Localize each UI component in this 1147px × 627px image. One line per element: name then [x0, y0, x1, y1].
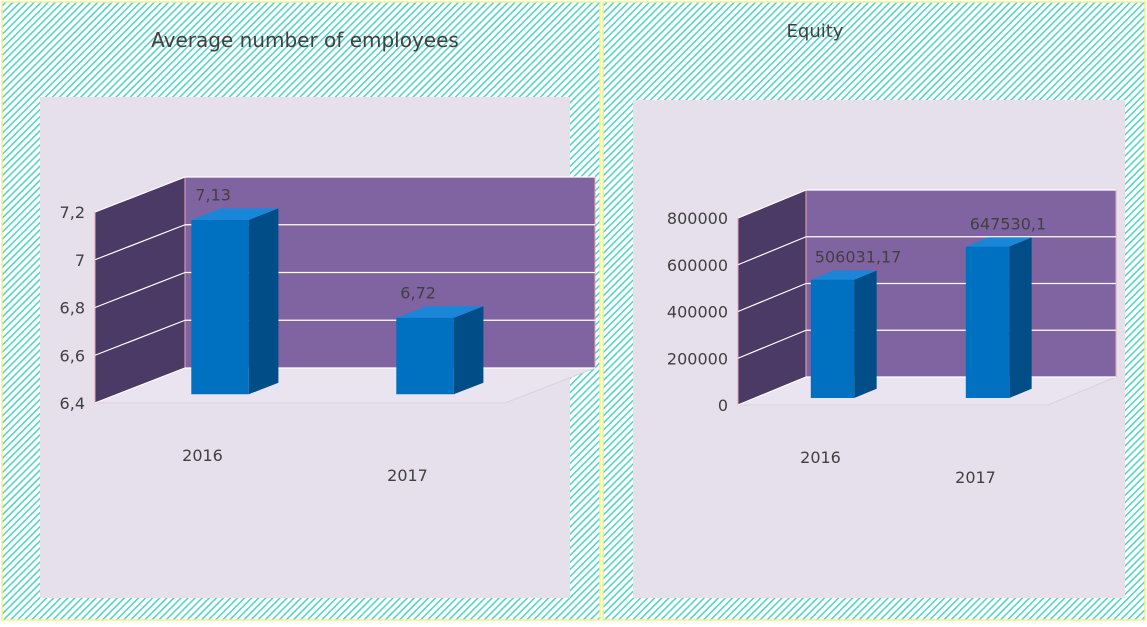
y-tick-label: 7,2: [60, 203, 85, 222]
bar: [191, 219, 249, 395]
chart-title: Average number of employees: [151, 28, 459, 52]
y-tick-label: 6,6: [60, 346, 85, 365]
grid-line: [94, 319, 186, 356]
y-tick-label: 0: [718, 396, 728, 415]
grid-line: [737, 376, 807, 406]
grid-line: [737, 236, 807, 266]
bar: [396, 317, 454, 395]
bar: [810, 279, 855, 398]
bar-top: [965, 237, 1032, 247]
x-tick-label: 2017: [955, 468, 996, 487]
chart-title: Equity: [787, 21, 844, 42]
bar-top: [396, 306, 484, 318]
x-tick-label: 2017: [387, 466, 428, 485]
data-label: 7,13: [195, 185, 231, 204]
y-tick-label: 6,4: [60, 394, 85, 413]
y-tick-label: 6,8: [60, 299, 85, 318]
y-tick-label: 400000: [667, 303, 728, 322]
bar-top: [191, 208, 279, 220]
bar-side: [854, 270, 877, 398]
bar: [965, 246, 1010, 398]
grid-line: [94, 271, 186, 309]
grid-line: [94, 176, 186, 213]
data-label: 506031,17: [815, 247, 902, 266]
bar-side: [1009, 237, 1032, 398]
grid-line: [94, 367, 186, 404]
x-tick-label: 2016: [182, 446, 223, 465]
x-tick-label: 2016: [800, 448, 841, 467]
data-label: 647530,1: [970, 214, 1046, 233]
grid-line: [737, 282, 807, 313]
y-tick-label: 600000: [667, 256, 728, 275]
bar-top: [810, 270, 877, 280]
y-tick-label: 200000: [667, 349, 728, 368]
grid-line: [737, 329, 807, 359]
y-tick-label: 7: [75, 251, 85, 270]
bar-side: [248, 208, 279, 395]
grid-line: [737, 189, 807, 219]
grid-line: [94, 224, 186, 261]
y-tick-label: 800000: [667, 209, 728, 228]
data-label: 6,72: [400, 283, 436, 302]
bar-side: [453, 306, 484, 395]
